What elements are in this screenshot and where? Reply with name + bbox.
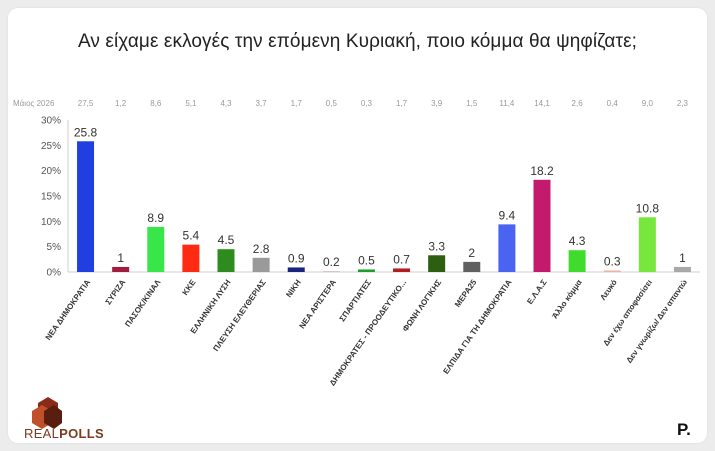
bar [217,249,235,272]
previous-value: 1,5 [466,99,478,108]
previous-value: 3,7 [256,99,268,108]
previous-poll-label: Μάιος 2026 [13,99,55,108]
data-label: 8.9 [147,211,164,225]
bar [182,244,200,272]
data-label: 1 [679,251,686,265]
y-axis-ticks: 0% 5% 10% 15% 20% 25% 30% [41,116,61,279]
bar [252,257,270,272]
data-label: 4.5 [218,233,235,247]
y-tick-label: 10% [41,217,61,228]
x-tick-label: Λευκό [598,278,619,302]
data-label: 0.7 [393,252,410,266]
logo-real: REAL [24,426,60,441]
x-tick-label: ΦΩΝΗ ΛΟΓΙΚΗΣ [401,278,444,333]
y-tick-label: 5% [47,242,62,253]
realpolls-logo-icon [32,397,62,429]
previous-value: 3,9 [431,99,443,108]
previous-value: 9,0 [642,99,654,108]
y-tick-label: 20% [41,166,61,177]
data-label: 0.5 [358,253,375,267]
previous-value: 0,3 [361,99,373,108]
data-label: 9.4 [499,208,516,222]
x-tick-label: ΠΑΣΟΚ/ΚΙΝΑΛ [123,277,163,328]
x-tick-label: ΚΚΕ [180,277,197,297]
y-tick-label: 30% [41,116,61,127]
y-tick-label: 15% [41,192,61,203]
bar [603,270,621,272]
x-tick-label: ΜΕΡΑ25 [453,278,479,309]
data-label: 0.3 [604,254,621,268]
realpolls-logo-text: REALPOLLS [24,426,104,441]
previous-value: 0,5 [326,99,338,108]
x-tick-label: ΝΙΚΗ [284,278,303,299]
data-label: 0.9 [288,251,305,265]
previous-value: 2,6 [572,99,584,108]
previous-value: 2,3 [677,99,689,108]
previous-value: 4,3 [220,99,232,108]
previous-value: 5,1 [185,99,197,108]
bar [568,250,586,272]
previous-value: 1,7 [291,99,303,108]
bar [322,270,340,272]
data-label: 1 [117,251,124,265]
previous-value: 27,5 [78,99,94,108]
bar [77,141,95,272]
data-label: 0.2 [323,255,340,269]
previous-value: 1,2 [115,99,127,108]
publisher-mark: P. [677,420,691,439]
x-tick-label: ΕΛΠΙΔΑ ΓΙΑ ΤΗ ΔΗΜΟΚΡΑΤΙΑ [441,278,513,376]
x-tick-label: ΣΠΑΡΤΙΑΤΕΣ [338,278,374,323]
x-tick-label: Ε.Λ.Α.Σ [525,278,548,306]
previous-value: 0,4 [607,99,619,108]
bar [112,266,130,272]
x-tick-label: ΝΕΑ ΑΡΙΣΤΕΡΑ [298,278,339,331]
data-label: 5.4 [183,229,200,243]
y-tick-label: 25% [41,141,61,152]
bar [463,261,481,272]
bar [393,268,411,272]
bar [147,226,165,272]
chart-card [8,8,707,443]
bar [357,269,375,272]
bars-group [77,141,691,272]
bar [287,267,305,272]
data-label: 3.3 [428,239,445,253]
previous-values-row: 27,5 1,2 8,6 5,1 4,3 3,7 1,7 0,5 0,3 1,7 3,9 1,5 11,… [78,99,689,108]
data-label: 18.2 [530,164,554,178]
x-tick-label: ΣΥΡΙΖΑ [104,278,128,307]
logo-polls: POLLS [59,426,105,441]
data-label: 25.8 [74,125,98,139]
chart-title: Αν είχαμε εκλογές την επόμενη Κυριακή, π… [77,31,638,52]
data-label: 10.8 [636,201,660,215]
x-tick-label: ΝΕΑ ΔΗΜΟΚΡΑΤΙΑ [44,278,93,342]
data-label: 4.3 [569,234,586,248]
previous-value: 8,6 [150,99,162,108]
data-label: 2.8 [253,242,270,256]
value-labels-group: 25.8 1 8.9 5.4 4.5 2.8 0.9 0.2 0.5 0.7 3.3 2 9.4 18.2… [74,125,686,269]
bar [498,224,516,272]
previous-value: 11,4 [499,99,515,108]
y-tick-label: 0% [47,268,62,279]
data-label: 2 [468,246,475,260]
x-tick-label: ΔΗΜΟΚΡΑΤΕΣ - ΠΡΟΟΔΕΥΤΙΚΟ... [328,278,408,387]
previous-value: 1,7 [396,99,408,108]
bar [638,217,656,272]
x-tick-label: Δεν γνωρίζω/ Δεν απαντώ [625,278,690,365]
bar [533,179,551,272]
previous-value: 14,1 [534,99,550,108]
bar [673,266,691,272]
bar [428,255,446,272]
x-tick-label: Άλλο κόμμα [550,278,584,320]
